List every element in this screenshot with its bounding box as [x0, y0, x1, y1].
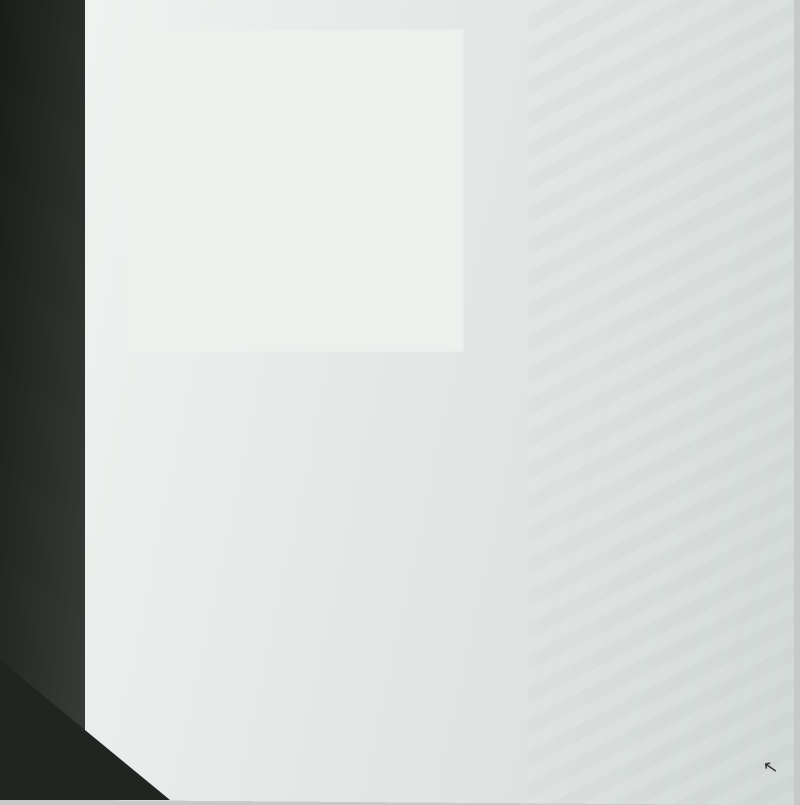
question-text — [121, 13, 765, 18]
worksheet-page — [85, 0, 794, 805]
coordinate-graph — [121, 29, 464, 352]
photo-corner-shadow — [0, 660, 170, 800]
graph-svg — [121, 29, 464, 352]
mouse-cursor-icon: ↖ — [761, 756, 780, 779]
paper-ripple-overlay — [528, 0, 794, 805]
